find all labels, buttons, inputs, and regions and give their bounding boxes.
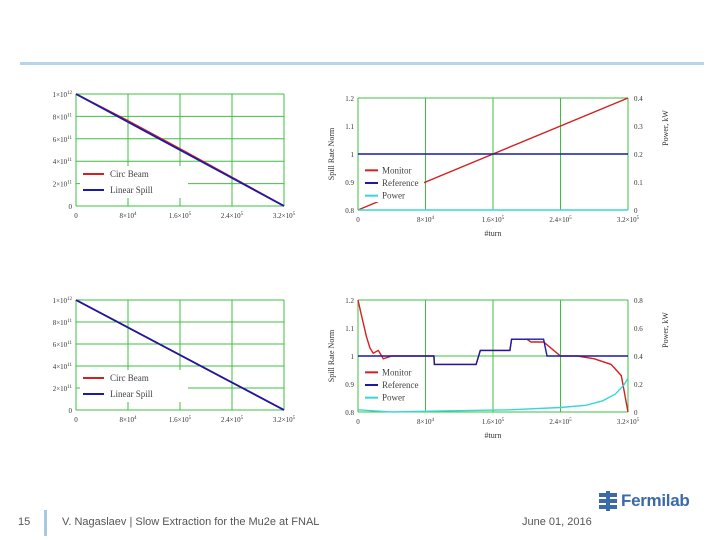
footer-title: V. Nagaslaev | Slow Extraction for the M…: [62, 516, 320, 528]
y-tick-label: 8×1011: [53, 113, 73, 121]
x-tick-label: 1.6×105: [169, 416, 192, 424]
x-tick-label: 3.2×105: [273, 212, 296, 220]
y-right-tick-label: 0.1: [634, 179, 643, 187]
legend-label: Power: [382, 191, 405, 201]
legend-label: Circ Beam: [110, 169, 149, 179]
slide-footer: 15 V. Nagaslaev | Slow Extraction for th…: [0, 510, 720, 536]
x-axis-label: #turn: [485, 229, 502, 238]
legend-label: Reference: [382, 380, 418, 390]
legend-label: Monitor: [382, 367, 412, 377]
y-tick-label: 1×1012: [53, 91, 73, 99]
x-tick-label: 3.2×105: [617, 418, 640, 426]
footer-divider: [44, 510, 47, 536]
legend-label: Power: [382, 393, 405, 403]
plot-top-left: 0 8×104 1.6×105 2.4×105 3.2×105 0 2×1011 4×1011…: [40, 88, 310, 238]
series-line-reference: [358, 338, 628, 366]
y-tick-label: 1: [351, 151, 355, 159]
y-axis-label: Spill Rate Norm: [327, 127, 336, 180]
y-tick-label: 1×1012: [53, 297, 73, 305]
spill-rate-chart-top: 0 8×104 1.6×105 2.4×105 3.2×105 0.8 0.9 1 1.1 1.2…: [327, 95, 670, 238]
x-tick-label: 2.4×105: [221, 212, 244, 220]
x-tick-label: 0: [356, 418, 360, 426]
beam-intensity-chart-bottom: 0 8×104 1.6×105 2.4×105 3.2×105 0 2×1011 4×1011…: [53, 297, 296, 424]
x-tick-label: 3.2×105: [617, 216, 640, 224]
y-tick-label: 1: [351, 353, 355, 361]
x-tick-label: 1.6×105: [482, 418, 505, 426]
y-tick-label: 8×1011: [53, 319, 73, 327]
y-right-tick-label: 0.2: [634, 151, 643, 159]
plot-bottom-left: 0 8×104 1.6×105 2.4×105 3.2×105 0 2×1011 4×1011…: [40, 290, 310, 440]
y-right-axis-label: Power, kW: [661, 312, 670, 348]
y-tick-label: 1.1: [345, 123, 354, 131]
y-tick-label: 1.2: [345, 297, 354, 305]
y-right-tick-label: 0.3: [634, 123, 643, 131]
x-tick-label: 0: [74, 212, 78, 220]
x-tick-label: 8×104: [417, 216, 434, 224]
y-tick-label: 0.8: [345, 409, 354, 417]
y-tick-label: 1.1: [345, 325, 354, 333]
page-number: 15: [18, 516, 31, 528]
y-right-axis-label: Power, kW: [661, 110, 670, 146]
x-tick-label: 2.4×105: [549, 418, 572, 426]
plot-bottom-right: 0 8×104 1.6×105 2.4×105 3.2×105 0.8 0.9 1 1.1 1.2…: [312, 290, 692, 465]
fermilab-logo: Fermilab: [598, 490, 690, 512]
y-tick-label: 0.8: [345, 207, 354, 215]
fermilab-logo-icon: [598, 491, 618, 511]
y-tick-label: 6×1011: [53, 136, 73, 144]
x-tick-label: 8×104: [417, 418, 434, 426]
y-right-tick-label: 0: [634, 409, 638, 417]
y-tick-label: 0: [69, 407, 73, 415]
y-tick-label: 0.9: [345, 179, 354, 187]
y-tick-label: 4×1011: [53, 363, 73, 371]
y-tick-label: 1.2: [345, 95, 354, 103]
y-tick-label: 2×1011: [53, 385, 73, 393]
series-line-linear-spill: [75, 299, 285, 411]
legend-label: Circ Beam: [110, 373, 149, 383]
y-tick-label: 6×1011: [53, 341, 73, 349]
spill-rate-chart-bottom: 0 8×104 1.6×105 2.4×105 3.2×105 0.8 0.9 1 1.1 1.2…: [327, 297, 670, 440]
y-right-tick-label: 0.4: [634, 353, 643, 361]
y-tick-label: 0: [69, 203, 73, 211]
y-axis-label: Spill Rate Norm: [327, 329, 336, 382]
logo-text: Fermilab: [621, 491, 690, 510]
x-tick-label: 2.4×105: [221, 416, 244, 424]
y-right-tick-label: 0.8: [634, 297, 643, 305]
beam-intensity-chart-top: 0 8×104 1.6×105 2.4×105 3.2×105 0 2×1011 4×1011…: [53, 91, 296, 220]
y-right-tick-label: 0.4: [634, 95, 643, 103]
y-right-tick-label: 0: [634, 207, 638, 215]
x-tick-label: 1.6×105: [482, 216, 505, 224]
series-line-power: [357, 378, 629, 413]
plot-top-right: 0 8×104 1.6×105 2.4×105 3.2×105 0.8 0.9 1 1.1 1.2…: [312, 88, 692, 263]
x-tick-label: 8×104: [120, 416, 137, 424]
legend-label: Reference: [382, 178, 418, 188]
legend-box: [80, 166, 188, 198]
y-tick-label: 2×1011: [53, 181, 73, 189]
x-tick-label: 1.6×105: [169, 212, 192, 220]
legend-label: Linear Spill: [110, 185, 153, 195]
x-tick-label: 0: [74, 416, 78, 424]
x-tick-label: 3.2×105: [273, 416, 296, 424]
x-tick-label: 0: [356, 216, 360, 224]
y-tick-label: 0.9: [345, 381, 354, 389]
y-tick-label: 4×1011: [53, 158, 73, 166]
title-divider: [20, 62, 704, 65]
y-right-tick-label: 0.2: [634, 381, 643, 389]
x-axis-label: #turn: [485, 431, 502, 440]
y-right-tick-label: 0.6: [634, 325, 643, 333]
legend-label: Linear Spill: [110, 389, 153, 399]
legend-label: Monitor: [382, 165, 412, 175]
x-tick-label: 2.4×105: [549, 216, 572, 224]
x-tick-label: 8×104: [120, 212, 137, 220]
footer-date: June 01, 2016: [522, 516, 592, 528]
series-line-linear-spill: [75, 93, 285, 207]
legend-box: [80, 370, 188, 402]
